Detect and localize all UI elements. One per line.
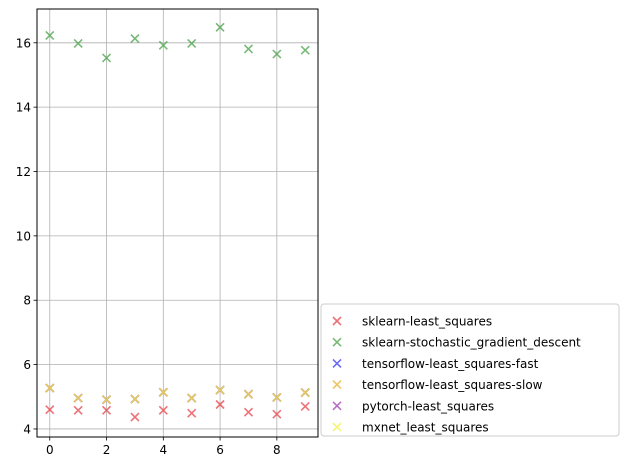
series-4 [45,383,310,405]
data-point [300,388,310,398]
legend-item: sklearn-stochastic_gradient_descent [332,336,581,350]
y-tick-label: 16 [16,36,31,50]
legend-box [320,303,620,437]
data-point [215,22,225,32]
legend-label: tensorflow-least_squares-slow [362,378,543,392]
y-tick-label: 4 [23,422,31,436]
grid-lines [37,9,318,437]
data-point [45,405,55,415]
data-point [243,389,254,399]
data-point [243,407,254,417]
data-point [215,399,225,410]
legend-marker-x [332,337,342,347]
data-point [158,40,168,50]
data-point [45,30,55,40]
legend-item: pytorch-least_squares [332,399,494,413]
legend-marker [332,316,342,326]
data-point [272,409,282,419]
series-3 [45,383,310,405]
plot-frame [36,8,319,438]
legend-marker [332,380,342,390]
series-1 [45,22,310,63]
data-point [45,383,55,393]
x-tick-label: 6 [216,443,224,457]
y-tick-label: 10 [16,229,31,243]
data-point [130,412,140,422]
axis-ticks: 0 2 4 6 8 4 6 8 10 12 14 16 [16,36,281,457]
legend-marker [332,337,342,347]
data-point [158,405,168,415]
data-point [130,34,140,44]
legend-item: sklearn-least_squares [332,315,492,329]
y-tick-label: 8 [23,294,31,308]
data-point [272,49,282,59]
x-tick-label: 4 [159,443,167,457]
data-point [73,38,83,48]
data-point [101,395,112,405]
legend-item: tensorflow-least_squares-fast [332,357,539,371]
legend-item: mxnet_least_squares [332,421,489,435]
y-tick-label: 6 [23,358,31,372]
series-0 [45,399,310,422]
data-point [73,393,83,403]
data-point [215,385,225,395]
legend-marker-x [332,422,342,432]
legend-marker-x [332,401,342,411]
legend-marker [332,401,342,411]
legend-marker [332,422,342,432]
legend-marker [332,358,342,368]
data-point [187,408,197,418]
data-point [300,401,310,411]
data-point [272,392,282,402]
legend: sklearn-least_squares sklearn-stochastic_… [320,303,620,437]
data-point [101,405,112,415]
series-5 [45,383,310,405]
legend-label: mxnet_least_squares [362,421,489,435]
legend-label: pytorch-least_squares [362,399,494,413]
legend-label: tensorflow-least_squares-fast [362,357,539,371]
data-point [187,393,197,403]
y-tick-label: 12 [16,165,31,179]
data-point [187,38,197,48]
legend-marker-x [332,358,342,368]
series-2 [45,383,310,405]
legend-label: sklearn-least_squares [362,315,492,329]
data-point [130,394,140,404]
data-point [243,44,254,54]
x-tick-label: 2 [103,443,111,457]
data-points [45,22,310,422]
data-point [101,53,112,63]
data-point [158,387,168,397]
x-tick-label: 8 [273,443,281,457]
data-point [300,45,310,55]
data-point [73,405,83,415]
legend-item: tensorflow-least_squares-slow [332,378,543,392]
legend-marker-x [332,316,342,326]
legend-marker-x [332,380,342,390]
y-tick-label: 14 [16,101,31,115]
x-tick-label: 0 [46,443,54,457]
legend-label: sklearn-stochastic_gradient_descent [362,336,581,350]
